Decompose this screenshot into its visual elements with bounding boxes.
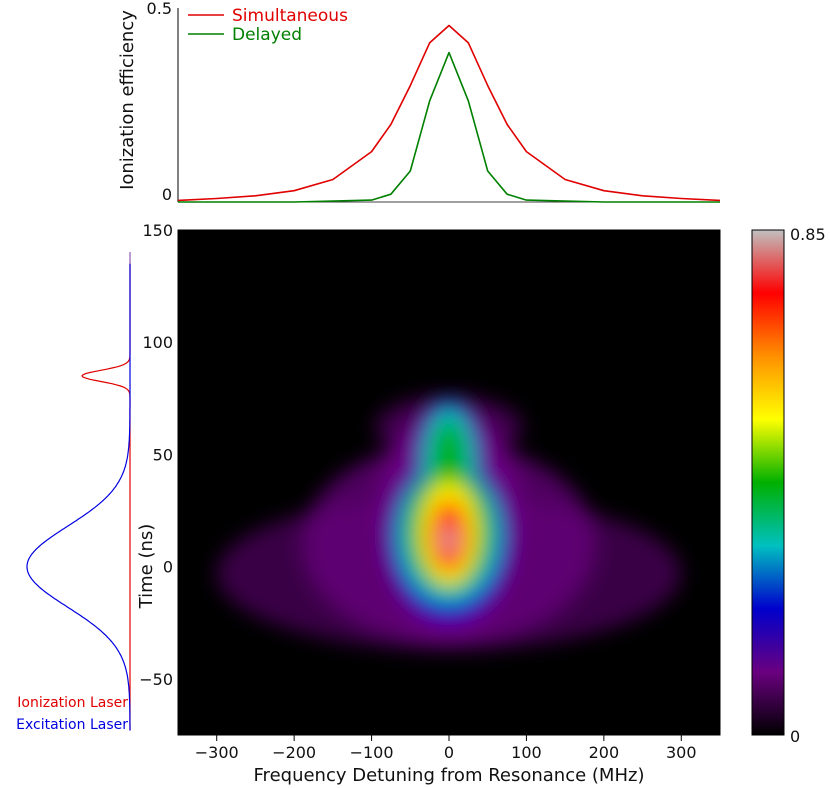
heatmap-y-ticks: −50 0 50 100 150 — [139, 221, 184, 689]
laser-pulse-excitation-laser — [26, 263, 131, 731]
legend-entry-simultaneous: Simultaneous — [232, 6, 348, 26]
laser-panel: Ionization Laser Excitation Laser — [16, 252, 131, 733]
x-tick-label: 100 — [511, 743, 542, 762]
series-line-delayed — [178, 51, 720, 203]
x-tick-label: −100 — [350, 743, 394, 762]
heatmap-blobs — [216, 396, 682, 650]
top-curves — [177, 24, 721, 203]
colorbar-min-label: 0 — [790, 727, 800, 746]
x-tick-label: 200 — [589, 743, 620, 762]
x-tick-label: −200 — [272, 743, 316, 762]
colorbar-max-label: 0.85 — [790, 225, 826, 244]
heatmap-y-axis-label: Time (ns) — [136, 524, 157, 610]
x-tick-label: −300 — [195, 743, 239, 762]
colorbar-gradient — [751, 229, 785, 736]
legend: Simultaneous Delayed — [188, 6, 348, 45]
heatmap-x-axis-label: Frequency Detuning from Resonance (MHz) — [254, 765, 645, 786]
laser-curves — [26, 263, 131, 731]
top-y-axis-label: Ionization efficiency — [117, 10, 138, 190]
legend-entry-delayed: Delayed — [232, 25, 302, 45]
x-tick-label: 0 — [444, 743, 454, 762]
series-line-simultaneous — [177, 24, 721, 202]
y-tick-label: 100 — [142, 333, 173, 352]
y-tick-label: −50 — [139, 670, 173, 689]
legend-entry-ionization-laser: Ionization Laser — [17, 695, 128, 711]
heatmap-panel: −300 −200 −100 0 100 200 300 −50 0 50 100 150 Freq… — [136, 221, 721, 786]
top-ytick-label: 0.5 — [147, 0, 172, 18]
y-tick-label: 0 — [163, 558, 173, 577]
heatmap-region-peak — [443, 526, 455, 554]
top-panel: 0.5 0 Ionization efficiency Simultaneous… — [117, 0, 721, 204]
colorbar: 0.85 0 — [751, 225, 826, 746]
legend-entry-excitation-laser: Excitation Laser — [16, 717, 128, 733]
y-tick-label: 50 — [153, 445, 173, 464]
top-ytick-label: 0 — [162, 185, 172, 204]
y-tick-label: 150 — [142, 221, 173, 240]
x-tick-label: 300 — [666, 743, 697, 762]
heatmap-x-ticks: −300 −200 −100 0 100 200 300 — [195, 735, 697, 762]
